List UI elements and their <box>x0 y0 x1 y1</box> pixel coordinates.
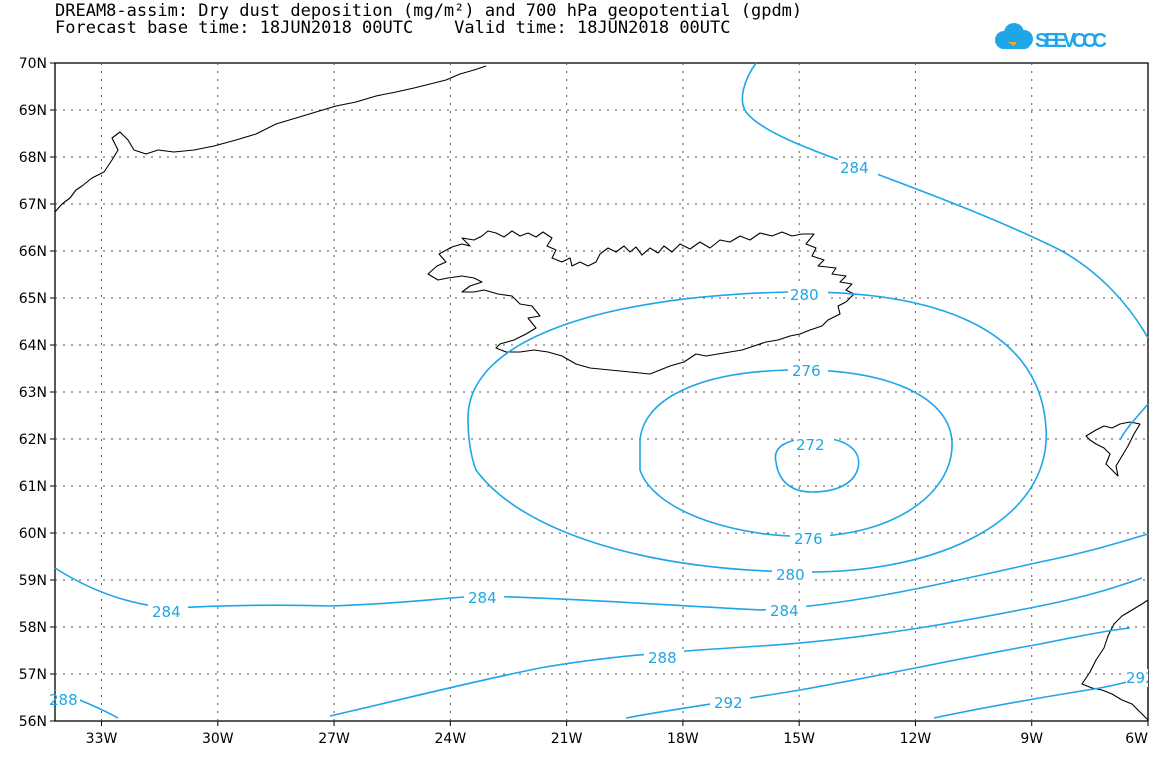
lon-tick-label: 27W <box>318 731 350 747</box>
latitude-labels: 56N 57N 58N 59N 60N 61N 62N 63N 64N 65N 66N 67N 68N 6… <box>19 56 47 730</box>
contour-label-284-east: 284 <box>770 602 799 620</box>
contour-label-276-bottom: 276 <box>794 530 823 548</box>
lat-tick-label: 65N <box>19 291 47 307</box>
contour-label-276-top: 276 <box>792 362 821 380</box>
geopotential-contours <box>54 62 1149 719</box>
lon-tick-label: 33W <box>86 731 118 747</box>
contour-label-284-north: 284 <box>840 159 869 177</box>
contour-284-north <box>741 62 1149 339</box>
lon-tick-label: 9W <box>1020 731 1043 747</box>
graticule <box>50 62 1149 726</box>
lon-tick-label: 18W <box>667 731 699 747</box>
contour-label-280-bottom: 280 <box>776 566 805 584</box>
map-title: DREAM8-assim: Dry dust deposition (mg/m²… <box>55 1 803 21</box>
lat-tick-label: 56N <box>19 714 47 730</box>
lon-tick-label: 6W <box>1125 731 1148 747</box>
contour-288 <box>329 577 1143 717</box>
greenland-coastline <box>54 65 487 213</box>
lat-tick-label: 57N <box>19 667 47 683</box>
lon-tick-label: 30W <box>202 731 234 747</box>
lon-tick-label: 12W <box>900 731 932 747</box>
contour-292-east <box>933 675 1149 719</box>
lat-tick-label: 63N <box>19 385 47 401</box>
contour-label-292: 292 <box>714 694 743 712</box>
lat-tick-label: 61N <box>19 479 47 495</box>
contour-labels: 284 280 276 272 276 280 284 284 284 288 … <box>49 158 1155 712</box>
lon-tick-label: 15W <box>783 731 815 747</box>
seevccc-logo: SEEVCCC <box>995 23 1107 52</box>
contour-label-284-west: 284 <box>152 603 181 621</box>
faroe-coastline <box>1085 421 1141 477</box>
lat-tick-label: 68N <box>19 150 47 166</box>
contour-272 <box>774 437 860 493</box>
contour-label-280-top: 280 <box>790 286 819 304</box>
lat-tick-label: 58N <box>19 620 47 636</box>
lat-tick-label: 60N <box>19 526 47 542</box>
lat-tick-label: 62N <box>19 432 47 448</box>
iceland-coastline <box>427 230 855 375</box>
longitude-labels: 33W 30W 27W 24W 21W 18W 15W 12W 9W 6W <box>86 731 1148 747</box>
coastlines <box>54 65 1149 721</box>
logo-text: SEEVCCC <box>1035 30 1107 52</box>
lat-tick-label: 64N <box>19 338 47 354</box>
lat-tick-label: 70N <box>19 56 47 72</box>
contour-284-east <box>1119 403 1149 441</box>
lat-tick-label: 59N <box>19 573 47 589</box>
contour-label-288-west: 288 <box>49 691 78 709</box>
contour-label-292-east: 292 <box>1126 669 1155 687</box>
scotland-coastline <box>1081 599 1149 721</box>
lon-tick-label: 21W <box>551 731 583 747</box>
cloud-icon <box>995 23 1033 49</box>
contour-280 <box>467 291 1047 573</box>
lat-tick-label: 66N <box>19 244 47 260</box>
contour-label-284-mid: 284 <box>468 589 497 607</box>
contour-label-288: 288 <box>648 649 677 667</box>
lon-tick-label: 24W <box>435 731 467 747</box>
forecast-time-line: Forecast base time: 18JUN2018 00UTC Vali… <box>55 18 731 38</box>
contour-label-272: 272 <box>796 436 825 454</box>
contour-292 <box>625 627 1131 719</box>
lat-tick-label: 69N <box>19 103 47 119</box>
lat-tick-label: 67N <box>19 197 47 213</box>
contour-276 <box>639 369 953 538</box>
